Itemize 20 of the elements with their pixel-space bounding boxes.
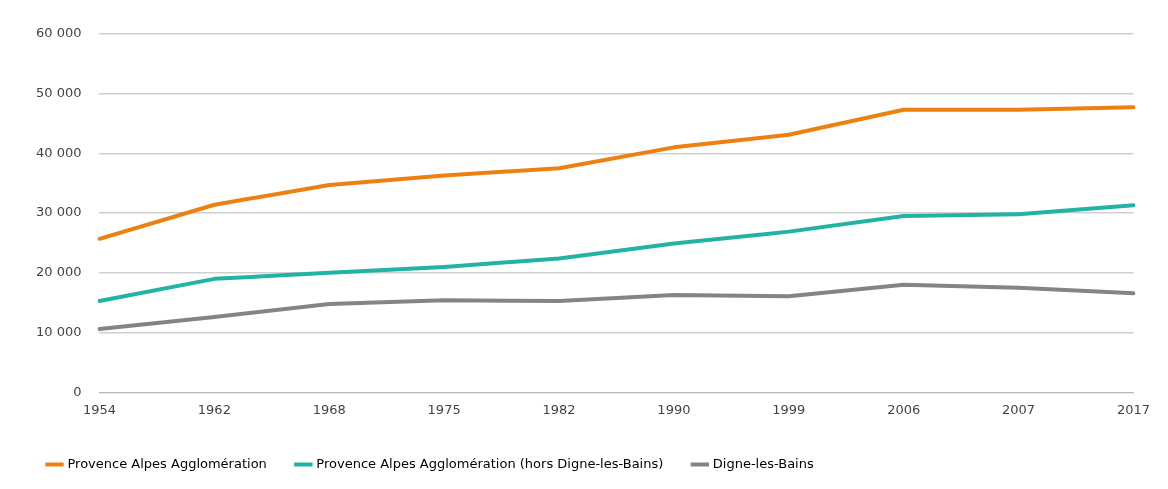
y-tick-label: 60 000	[35, 25, 82, 41]
x-tick-label: 2017	[1116, 401, 1150, 417]
y-tick-label: 0	[73, 383, 82, 399]
x-tick-label: 1999	[772, 401, 806, 417]
y-tick-label: 40 000	[35, 144, 82, 160]
y-tick-label: 30 000	[35, 204, 82, 220]
y-tick-label: 20 000	[35, 264, 82, 280]
x-tick-label: 1975	[427, 401, 461, 417]
y-tick-label: 50 000	[35, 84, 82, 100]
legend-label: Provence Alpes Agglomération	[67, 455, 267, 471]
x-tick-label: 1990	[657, 401, 691, 417]
legend-label: Provence Alpes Agglomération (hors Digne-les-Bains)	[316, 455, 664, 471]
y-tick-label: 10 000	[35, 324, 82, 340]
x-tick-label: 2007	[1002, 401, 1036, 417]
x-tick-label: 2006	[887, 401, 921, 417]
x-tick-label: 1962	[197, 401, 231, 417]
x-tick-label: 1954	[82, 401, 117, 417]
x-tick-label: 1968	[312, 401, 346, 417]
x-tick-label: 1982	[542, 401, 576, 417]
legend-label: Digne-les-Bains	[712, 455, 814, 471]
